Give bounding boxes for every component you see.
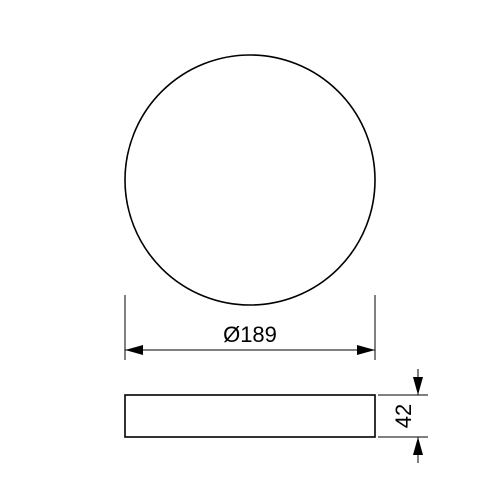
height-label: 42 xyxy=(391,404,416,428)
diameter-label: Ø189 xyxy=(223,322,277,347)
technical-drawing: Ø189 42 xyxy=(0,0,500,500)
side-view-rect xyxy=(125,395,375,437)
top-view-circle xyxy=(125,55,375,305)
